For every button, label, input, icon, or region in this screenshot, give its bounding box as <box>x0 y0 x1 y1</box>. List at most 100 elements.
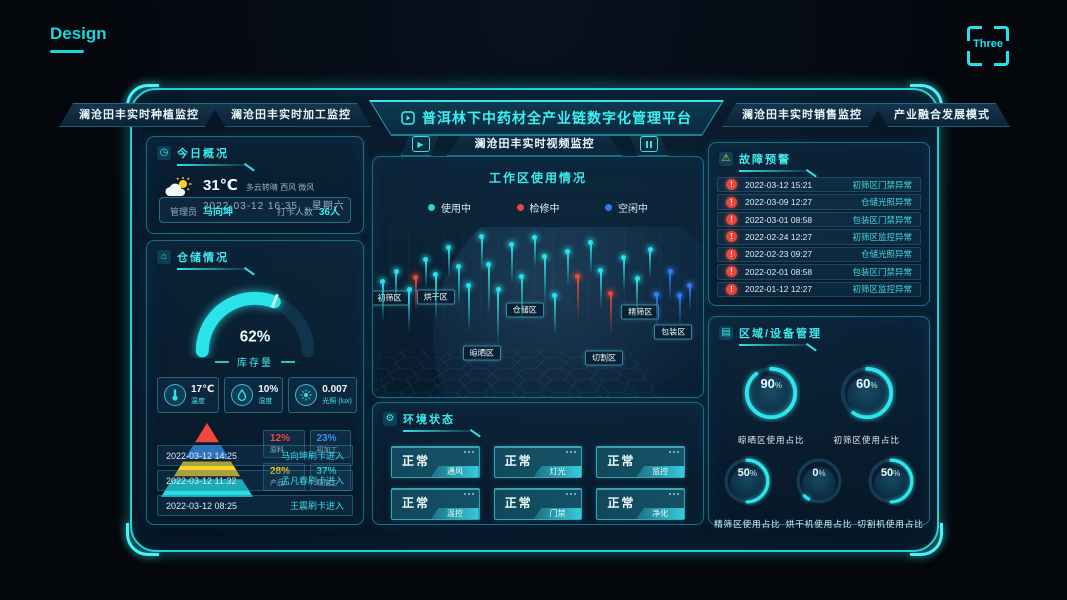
map-pillar <box>677 292 683 326</box>
header-underline <box>739 170 919 176</box>
today-header: ◷ 今日概况 <box>147 137 363 163</box>
alerts-title: 故障预警 <box>739 154 791 166</box>
access-log-row[interactable]: 2022-03-12 08:25 王震刷卡进入 <box>157 495 353 516</box>
workzone-panel: 工作区使用情况 使用中 检修中 空闲中 <box>372 156 704 398</box>
map-pillar <box>532 234 538 268</box>
map-pillar <box>446 245 452 278</box>
ring-row-2: 50% 精筛区使用占比 0% 烘干机使用 <box>709 456 929 530</box>
pyramid-legend: 12% 原料 23% 初加工 28% 产品 37% 精加工 <box>263 429 351 491</box>
legend-dot-icon <box>428 204 435 211</box>
access-log-list: 2022-03-12 14:25 马向坤刷卡进入 2022-03-12 11:32… <box>157 445 353 516</box>
gear-icon: ⚙ <box>383 412 397 426</box>
header-underline <box>177 268 353 274</box>
logo-bracket-icon <box>967 26 982 41</box>
devices-header: ▤ 区域/设备管理 <box>709 317 929 343</box>
today-title: 今日概况 <box>177 148 229 160</box>
device-icon: ▤ <box>719 326 733 340</box>
admin-name: 马向坤 <box>203 206 234 218</box>
humidity-metric: 10% 湿度 <box>224 377 284 413</box>
tab-platform-title[interactable]: 普洱林下中药材全产业链数字化管理平台 <box>369 100 724 136</box>
tab-processing-monitor[interactable]: 澜沧田丰实时加工监控 <box>211 103 371 127</box>
access-log-row[interactable]: 2022-03-12 11:32 孟凡春刷卡进入 <box>157 470 353 491</box>
workzone-legend: 使用中 检修中 空闲中 <box>373 200 703 215</box>
ring-drying-area: 90% 晾晒区使用占比 <box>738 364 805 446</box>
map-pillar <box>542 254 548 306</box>
map-pillar <box>380 279 386 323</box>
ring-dryer-machine: 0% 烘干机使用占比 <box>786 456 853 530</box>
dots-icon <box>463 493 474 495</box>
brand-text: Design <box>50 24 107 43</box>
dots-icon <box>566 493 577 495</box>
map-pillar <box>509 241 515 285</box>
alerts-header: ⚠ 故障预警 <box>709 143 929 169</box>
header-underline <box>177 164 353 170</box>
warehouse-icon: ⌂ <box>157 250 171 264</box>
thermometer-icon <box>164 384 186 406</box>
logo-text: Three <box>973 38 1003 50</box>
map-pillar <box>621 254 627 292</box>
top-nav: 澜沧田丰实时种植监控 澜沧田丰实时加工监控 普洱林下中药材全产业链数字化管理平台… <box>142 100 927 146</box>
ring-cutter-machine: 50% 切割机使用占比 <box>857 456 924 530</box>
legend-in-use[interactable]: 使用中 <box>428 200 471 215</box>
access-log-row[interactable]: 2022-03-12 14:25 马向坤刷卡进入 <box>157 445 353 466</box>
weather-icon <box>165 177 192 196</box>
tab-video-monitor[interactable]: 澜沧田丰实时视频监控 <box>447 132 623 156</box>
sun-icon <box>295 384 318 406</box>
platform-title: 普洱林下中药材全产业链数字化管理平台 <box>422 110 692 126</box>
tab-industry-mode[interactable]: 产业融合发展模式 <box>874 103 1010 127</box>
platform-icon <box>401 111 415 125</box>
pyramid-label-initial: 23% 初加工 <box>309 429 351 458</box>
map-pillar <box>406 287 412 333</box>
factory-3d-map[interactable]: 初筛区 烘干区 仓储区 精筛区 包装区 晾晒区 切割区 <box>373 227 703 397</box>
tab-planting-monitor[interactable]: 澜沧田丰实时种植监控 <box>59 103 219 127</box>
alerts-panel: ⚠ 故障预警 ! 2022-03-12 15:21 初筛区门禁异常 ! 2022-… <box>708 142 930 306</box>
area-label: 晾晒区 <box>462 345 501 361</box>
alert-list: ! 2022-03-12 15:21 初筛区门禁异常 ! 2022-03-09 1… <box>717 177 921 297</box>
map-pillar <box>598 267 604 309</box>
frame-corner-icon <box>126 523 159 556</box>
frame-corner-icon <box>910 84 943 117</box>
map-pillar <box>667 268 673 302</box>
logo-bracket-icon <box>967 51 982 66</box>
env-card-access: 正常 门禁 <box>493 488 583 520</box>
env-metrics: 17℃ 温度 10% 湿度 0.007 光照 (lux) <box>157 377 357 413</box>
weekday: 星期六 <box>311 201 345 212</box>
environment-header: ⚙ 环境状态 <box>373 403 703 429</box>
warehouse-panel: ⌂ 仓储情况 62% 库存量 <box>146 240 364 525</box>
alert-row[interactable]: ! 2022-01-12 12:27 初筛区监控异常 <box>717 281 921 297</box>
alert-bell-icon: ! <box>726 283 737 295</box>
area-label: 切割区 <box>585 350 623 366</box>
alert-row[interactable]: ! 2022-03-09 12:27 仓储光照异常 <box>717 194 921 210</box>
brand-label: Design <box>50 24 107 53</box>
ring-screening-area: 60% 初筛区使用占比 <box>833 364 900 446</box>
map-pillar <box>486 262 491 316</box>
pyramid-label-product: 28% 产品 <box>263 462 305 491</box>
area-label: 包装区 <box>654 324 693 340</box>
frame-corner-icon <box>910 523 943 556</box>
alert-row[interactable]: ! 2022-03-12 15:21 初筛区门禁异常 <box>717 177 921 193</box>
map-pillar <box>687 283 693 312</box>
humidity-icon <box>231 384 254 406</box>
tab-sales-monitor[interactable]: 澜沧田丰实时销售监控 <box>722 103 882 127</box>
gauge-label: 库存量 <box>215 354 295 369</box>
env-card-temp-control: 正常 温控 <box>391 488 480 520</box>
alert-row[interactable]: ! 2022-02-23 09:27 仓储光照异常 <box>717 246 921 263</box>
header-underline <box>739 344 919 350</box>
checkin-label: 打卡人数 <box>276 206 313 217</box>
alert-row[interactable]: ! 2022-03-01 08:58 包装区门禁异常 <box>717 211 921 228</box>
alert-row[interactable]: ! 2022-02-01 08:58 包装区门禁异常 <box>717 264 921 280</box>
area-label: 仓储区 <box>505 302 544 318</box>
map-pillar <box>393 268 399 302</box>
video-subnav: ▶ 澜沧田丰实时视频监控 <box>132 132 937 156</box>
inventory-gauge: 62% 库存量 <box>147 276 363 369</box>
legend-idle[interactable]: 空闲中 <box>605 200 648 215</box>
alert-bell-icon: ! <box>726 266 737 278</box>
alert-bell-icon: ! <box>726 196 737 208</box>
area-label: 精筛区 <box>621 304 660 320</box>
alert-row[interactable]: ! 2022-02-24 12:27 初筛区监控异常 <box>717 229 921 245</box>
legend-maintenance[interactable]: 检修中 <box>516 200 560 215</box>
header-underline <box>403 430 693 436</box>
pyramid-chart <box>161 423 253 497</box>
map-pillar <box>519 273 524 321</box>
devices-title: 区域/设备管理 <box>739 328 823 340</box>
